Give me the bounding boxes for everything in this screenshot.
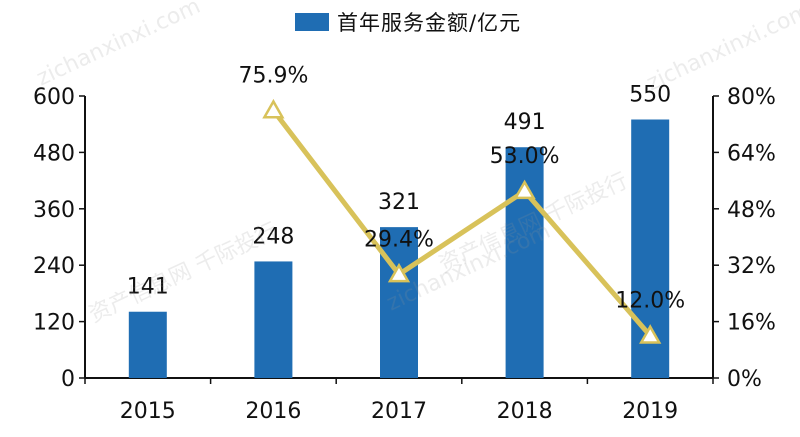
left-tick-label: 360: [33, 198, 75, 223]
bar-data-label: 248: [252, 224, 294, 249]
line-data-label: 12.0%: [615, 289, 685, 314]
bar: [380, 227, 418, 378]
x-tick-label: 2018: [497, 399, 553, 424]
left-tick-label: 480: [33, 141, 75, 166]
line-series: [271, 108, 653, 338]
line-data-label: 53.0%: [490, 144, 560, 169]
bar: [254, 261, 293, 378]
chart-legend: 首年服务金额/亿元: [295, 8, 521, 36]
left-tick-label: 120: [33, 311, 75, 336]
legend-bar-label: 首年服务金额/亿元: [337, 11, 522, 35]
x-tick-label: 2019: [622, 399, 678, 424]
line-marker: [387, 262, 411, 283]
bar-data-label: 550: [629, 83, 671, 108]
line-marker: [639, 324, 662, 344]
legend-bar-swatch: [295, 13, 329, 31]
x-tick-label: 2017: [371, 399, 427, 424]
line-marker: [262, 98, 285, 119]
line-marker: [513, 179, 536, 200]
bar-data-label: 321: [378, 190, 420, 215]
right-tick-label: 16%: [727, 311, 776, 336]
bar-data-label: 141: [127, 275, 169, 300]
x-tick-label: 2015: [120, 399, 176, 424]
right-tick-label: 48%: [727, 198, 776, 223]
x-tick-label: 2016: [245, 399, 301, 424]
left-tick-label: 600: [33, 85, 75, 110]
bar: [128, 311, 167, 378]
line-data-label: 75.9%: [238, 63, 308, 88]
right-tick-label: 64%: [727, 141, 776, 166]
bar-data-label: 491: [504, 110, 546, 135]
right-tick-label: 80%: [727, 85, 776, 110]
line-data-label: 29.4%: [364, 227, 434, 252]
left-tick-label: 240: [33, 254, 75, 279]
right-tick-label: 32%: [727, 254, 776, 279]
left-tick-label: 0: [61, 367, 75, 392]
right-tick-label: 0%: [727, 367, 762, 392]
